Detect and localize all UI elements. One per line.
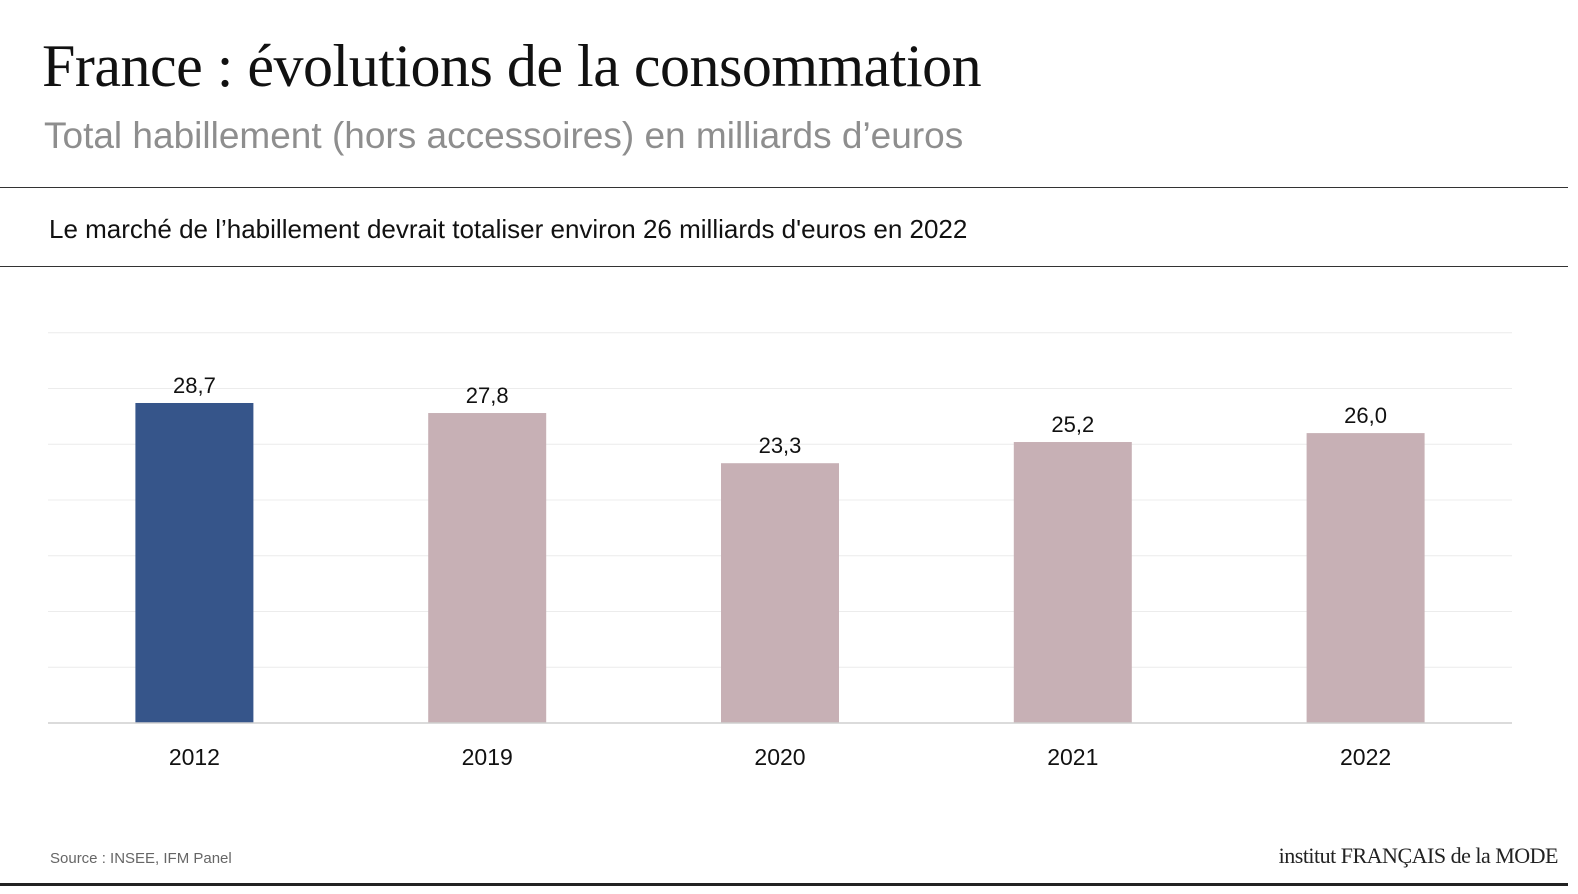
bar-chart: 28,7 27,8 23,3 25,2 26,0 2012 2019 2020 2021 202…: [48, 332, 1512, 770]
divider-middle: [0, 266, 1568, 267]
x-tick-label-2021: 2021: [1047, 744, 1098, 770]
value-labels: 28,7 27,8 23,3 25,2 26,0: [173, 373, 1387, 458]
x-tick-label-2019: 2019: [462, 744, 513, 770]
bar-2019: [428, 413, 547, 723]
bars: [135, 402, 1425, 723]
page-subtitle: Total habillement (hors accessoires) en …: [44, 115, 964, 156]
chart-headline: Le marché de l’habillement devrait total…: [49, 214, 968, 244]
bar-2022: [1306, 433, 1425, 723]
bar-2020: [721, 463, 839, 723]
divider-top: [0, 187, 1568, 188]
bar-2021: [1013, 442, 1132, 723]
x-tick-label-2020: 2020: [754, 744, 805, 770]
x-tick-label-2022: 2022: [1340, 744, 1391, 770]
divider-bottom: [0, 883, 1568, 886]
x-tick-label-2012: 2012: [169, 744, 220, 770]
bar-2012: [135, 402, 254, 723]
source-note: Source : INSEE, IFM Panel: [50, 850, 232, 867]
value-label-2021: 25,2: [1051, 412, 1094, 437]
value-label-2012: 28,7: [173, 373, 216, 398]
ifm-logo: institut FRANÇAIS de la MODE: [1278, 843, 1559, 868]
value-label-2019: 27,8: [466, 383, 509, 408]
page-title: France : évolutions de la consommation: [42, 33, 982, 99]
value-label-2020: 23,3: [759, 433, 802, 458]
x-axis-ticks: 2012 2019 2020 2021 2022: [169, 744, 1391, 770]
value-label-2022: 26,0: [1344, 403, 1387, 428]
